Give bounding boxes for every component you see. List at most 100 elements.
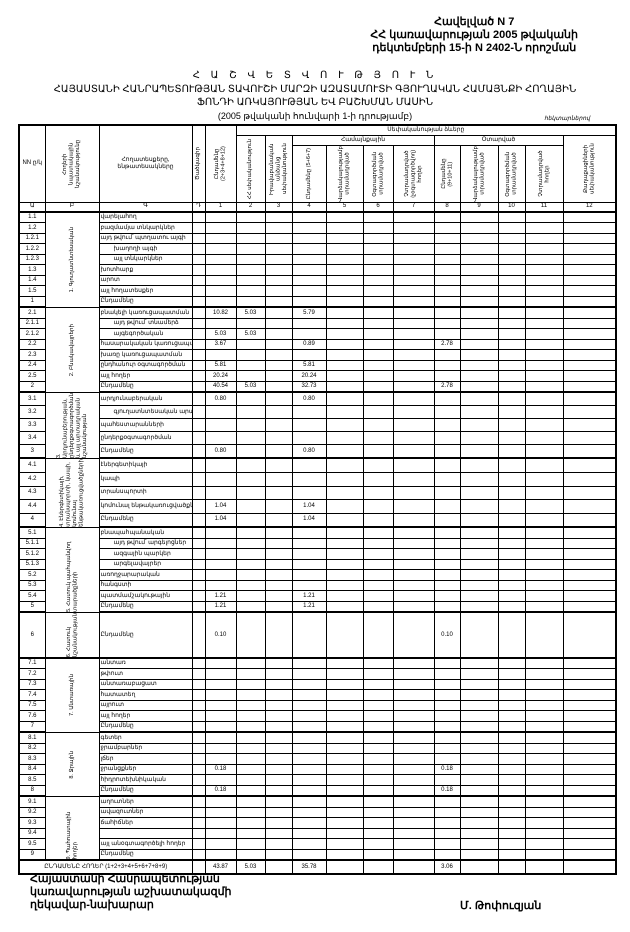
value-cell-col-12	[562, 431, 617, 446]
land-type-name: պահեստարանների	[98, 418, 193, 433]
value-cell-col-10	[497, 763, 526, 776]
value-cell-col-7	[392, 720, 435, 734]
table-row: 1.4 արոտ	[18, 274, 617, 287]
value-cell-col-1	[204, 349, 237, 361]
land-type-name: այլ հողեր	[98, 370, 193, 382]
value-cell-col-4	[291, 274, 327, 287]
value-cell-col-2	[235, 472, 266, 487]
header-top-group: Սեփականության ձևերը	[235, 124, 617, 136]
land-type-name: այլ անօգտագործելի հողեր	[98, 838, 193, 850]
value-cell-col-7	[392, 264, 435, 276]
value-cell-col-8	[433, 418, 461, 433]
value-cell-col-9	[459, 317, 499, 330]
column-number: Գ	[98, 201, 193, 213]
value-cell-col-3	[264, 370, 293, 382]
category-label: 5. Հատուկ պահպանվող տարածքների	[65, 541, 79, 612]
value-cell-col-10	[497, 306, 526, 319]
value-cell-col-4	[291, 558, 327, 571]
table-row: 2.3 խառը կառուցապատման	[18, 349, 617, 361]
value-cell-col-6	[362, 699, 394, 712]
annex-header: Հավելված N 7 ՀՀ կառավարության 2005 թվակա…	[370, 16, 578, 55]
value-cell-col-4	[291, 710, 327, 722]
value-cell-col-8	[433, 699, 461, 712]
code-cell	[191, 306, 206, 319]
code-cell	[191, 444, 206, 460]
value-cell-col-3	[264, 657, 293, 670]
value-cell-col-9	[459, 391, 499, 407]
value-cell-col-9	[459, 222, 499, 234]
table-row: 1.3 խոտհարք	[18, 264, 617, 276]
row-code: 2.5	[18, 370, 46, 382]
land-type-name: գյուղատնտեսական արտադրական	[98, 405, 193, 420]
value-cell-col-5	[325, 848, 364, 862]
code-cell	[191, 848, 206, 862]
value-cell-col-8	[433, 253, 461, 266]
value-cell-col-12	[562, 699, 617, 712]
value-cell-col-3	[264, 838, 293, 850]
land-type-name: ավազուտներ	[98, 806, 193, 819]
row-code: 4	[18, 512, 46, 529]
land-type-name: խոտհարք	[98, 264, 193, 276]
value-cell-col-4	[291, 753, 327, 765]
value-cell-col-1: 0.80	[204, 444, 237, 460]
value-cell-col-4	[291, 678, 327, 691]
value-cell-col-1: 1.04	[204, 512, 237, 529]
value-cell-col-7	[392, 391, 435, 407]
value-cell-col-6	[362, 558, 394, 571]
total-value-col-8: 3.06	[433, 859, 461, 875]
row-code: 7.5	[18, 699, 46, 712]
code-cell	[191, 537, 206, 550]
value-cell-col-10	[497, 418, 526, 433]
row-code: 8.5	[18, 774, 46, 786]
value-cell-col-11	[524, 710, 564, 722]
value-cell-col-4	[291, 731, 327, 744]
value-cell-col-10	[497, 380, 526, 394]
land-type-name: խառը կառուցապատման	[98, 349, 193, 361]
value-cell-col-8	[433, 817, 461, 829]
value-cell-col-6	[362, 380, 394, 394]
land-type-name: այլ տնկարկներ	[98, 253, 193, 266]
table-row: 2.1.2 այգեգործական 5.03 5.03	[18, 328, 617, 340]
value-cell-col-7	[392, 499, 435, 514]
value-cell-col-1: 20.24	[204, 370, 237, 382]
land-type-name: ջրանցքներ	[98, 763, 193, 776]
header-c5-text: Վարձակալությամբ տրամադրված	[338, 146, 351, 202]
value-cell-col-8	[433, 485, 461, 501]
value-cell-col-6	[362, 710, 394, 722]
table-row: 1.2.2 խաղողի այգի	[18, 243, 617, 255]
value-cell-col-3	[264, 457, 293, 474]
header-nn-text: NN ը/կ	[22, 160, 43, 167]
value-cell-col-11	[524, 391, 564, 407]
category-cell: 7. Անտառային	[44, 657, 100, 733]
value-cell-col-4	[291, 211, 327, 224]
category-label: 1. Գյուղատնտեսական	[68, 227, 75, 293]
value-cell-col-12	[562, 848, 617, 862]
value-cell-col-5	[325, 611, 364, 659]
value-cell-col-5	[325, 317, 364, 330]
value-cell-col-8	[433, 457, 461, 474]
header-c7-text: Չտրամադրված (չօգտագործվող) հողեր	[403, 149, 423, 198]
value-cell-col-11	[524, 243, 564, 255]
value-cell-col-6	[362, 678, 394, 691]
value-cell-col-5	[325, 569, 364, 581]
value-cell-col-10	[497, 731, 526, 744]
value-cell-col-5	[325, 763, 364, 776]
value-cell-col-1: 5.81	[204, 359, 237, 372]
code-cell	[191, 710, 206, 722]
value-cell-col-7	[392, 710, 435, 722]
value-cell-col-4: 1.21	[291, 600, 327, 614]
land-type-name: թփուտ	[98, 668, 193, 680]
column-number: 8	[433, 201, 461, 213]
value-cell-col-7	[392, 689, 435, 701]
value-cell-col-4	[291, 418, 327, 433]
value-cell-col-9	[459, 668, 499, 680]
value-cell-col-5	[325, 512, 364, 529]
value-cell-col-11	[524, 444, 564, 460]
value-cell-col-7	[392, 317, 435, 330]
value-cell-col-10	[497, 253, 526, 266]
value-cell-col-7	[392, 838, 435, 850]
row-code: 9	[18, 848, 46, 862]
value-cell-col-6	[362, 838, 394, 850]
value-cell-col-1: 0.18	[204, 784, 237, 798]
value-cell-col-8	[433, 232, 461, 245]
